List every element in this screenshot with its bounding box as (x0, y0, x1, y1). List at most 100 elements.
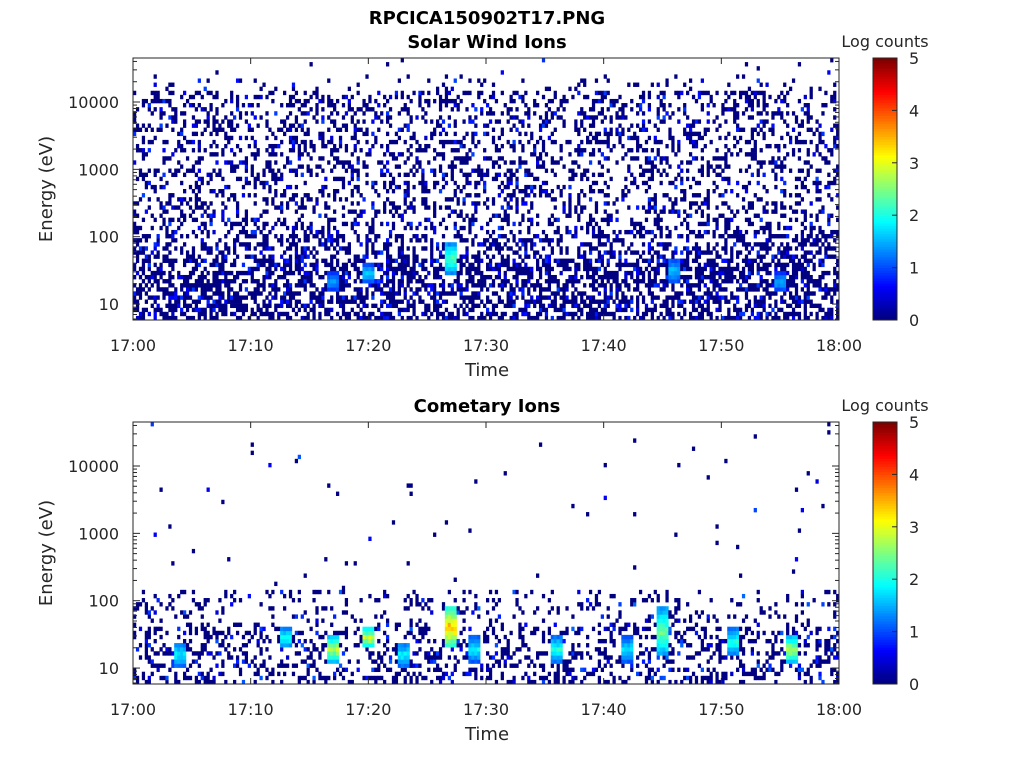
heatmap-cell (671, 283, 675, 288)
heatmap-cell (174, 287, 178, 292)
heatmap-cell (253, 115, 257, 120)
heatmap-cell (174, 115, 178, 120)
heatmap-cell (718, 295, 722, 300)
heatmap-cell (291, 86, 296, 92)
heatmap-cell (788, 303, 793, 309)
heatmap-cell (333, 197, 337, 202)
heatmap-cell (341, 270, 346, 276)
heatmap-cell (421, 172, 425, 178)
heatmap-cell (686, 254, 690, 259)
heatmap-cell (306, 311, 310, 317)
heatmap-cell (250, 295, 254, 300)
heatmap-cell (303, 262, 307, 268)
heatmap-cell (497, 156, 502, 161)
heatmap-cell (230, 295, 234, 300)
heatmap-cell (324, 213, 328, 218)
heatmap-cell (383, 205, 387, 210)
heatmap-cell (680, 315, 684, 321)
heatmap-cell (468, 78, 472, 83)
heatmap-cell (212, 274, 216, 280)
heatmap-cell (568, 193, 572, 198)
heatmap-cell (133, 246, 137, 251)
heatmap-cell (241, 295, 246, 300)
heatmap-cell (691, 193, 696, 198)
heatmap-cell (218, 123, 222, 128)
heatmap-cell (647, 119, 652, 124)
heatmap-cell (521, 78, 525, 83)
heatmap-cell (385, 311, 390, 317)
heatmap-cell (291, 82, 296, 87)
heatmap-cell (677, 266, 681, 272)
heatmap-cell (477, 201, 481, 206)
heatmap-cell (659, 160, 663, 165)
heatmap-cell (283, 90, 287, 96)
heatmap-cell (641, 111, 646, 116)
heatmap-cell (762, 299, 766, 304)
heatmap-cell (530, 295, 534, 300)
heatmap-cell (803, 176, 807, 182)
heatmap-cell (450, 107, 454, 112)
heatmap-cell (365, 279, 369, 284)
heatmap-cell (515, 266, 519, 272)
heatmap-cell (256, 283, 260, 288)
heatmap-cell (212, 315, 216, 321)
heatmap-cell (553, 139, 557, 145)
heatmap-cell (315, 234, 319, 239)
heatmap-cell (786, 234, 790, 239)
heatmap-cell (433, 287, 437, 292)
heatmap-cell (224, 303, 228, 309)
heatmap-cell (647, 246, 652, 251)
heatmap-cell (168, 270, 172, 276)
heatmap-cell (736, 139, 740, 145)
heatmap-cell (747, 115, 752, 120)
heatmap-cell (721, 168, 725, 173)
heatmap-cell (694, 258, 699, 263)
heatmap-cell (394, 156, 399, 161)
heatmap-cell (244, 176, 249, 182)
heatmap-cell (371, 283, 375, 288)
heatmap-cell (147, 295, 151, 300)
heatmap-cell (285, 184, 290, 190)
heatmap-cell (341, 238, 346, 243)
heatmap-cell (656, 152, 660, 157)
heatmap-cell (277, 176, 281, 182)
heatmap-cell (674, 74, 678, 79)
heatmap-cell (703, 221, 707, 227)
heatmap-cell (530, 172, 534, 178)
heatmap-cell (253, 201, 257, 206)
heatmap-cell (383, 283, 387, 288)
heatmap-cell (141, 135, 146, 141)
heatmap-cell (724, 258, 728, 263)
heatmap-cell (500, 279, 504, 284)
heatmap-cell (433, 180, 437, 186)
heatmap-cell (468, 90, 472, 96)
heatmap-cell (341, 307, 346, 313)
heatmap-cell (153, 307, 157, 313)
heatmap-cell (274, 307, 278, 313)
heatmap-cell (177, 160, 181, 165)
heatmap-cell (494, 143, 499, 149)
heatmap-cell (786, 111, 790, 116)
heatmap-cell (400, 270, 404, 276)
heatmap-cell (797, 168, 802, 173)
heatmap-cell (197, 78, 201, 83)
heatmap-cell (233, 250, 237, 255)
heatmap-cell (188, 213, 193, 218)
heatmap-cell (338, 287, 343, 292)
heatmap-cell (553, 197, 557, 202)
heatmap-cell (344, 127, 349, 132)
heatmap-cell (415, 115, 419, 120)
heatmap-cell (786, 254, 790, 259)
heatmap-cell (203, 209, 207, 214)
heatmap-cell (197, 176, 201, 182)
heatmap-cell (312, 283, 316, 288)
heatmap-cell (330, 98, 334, 104)
heatmap-cell (441, 152, 446, 157)
heatmap-cell (615, 270, 619, 276)
heatmap-cell (424, 238, 428, 243)
heatmap-cell (385, 115, 390, 120)
heatmap-cell (524, 246, 528, 251)
heatmap-cell (571, 315, 575, 321)
heatmap-cell (653, 221, 657, 227)
heatmap-cell (559, 115, 563, 120)
